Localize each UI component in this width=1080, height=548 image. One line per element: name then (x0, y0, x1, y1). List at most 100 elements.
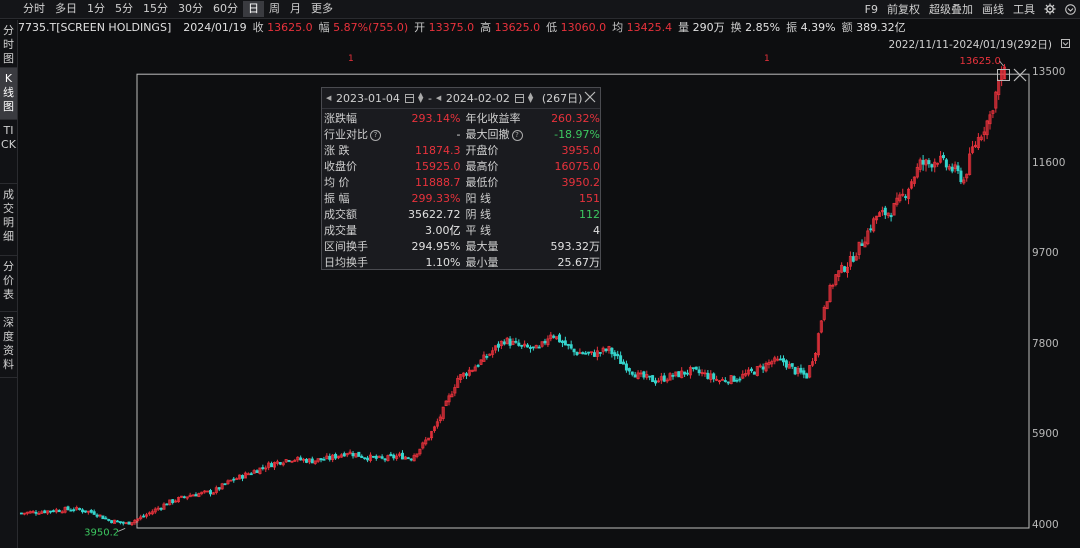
candle-body (368, 454, 372, 461)
candle-body (101, 515, 105, 520)
selection-box[interactable] (136, 73, 1030, 529)
stat-label: 年化收益率 (464, 111, 535, 127)
candle-body (787, 363, 791, 369)
period-tab[interactable]: 分时 (23, 2, 45, 15)
candle-body (953, 164, 957, 170)
stats-row: 成交额 35622.72亿阴 线 112 (322, 207, 600, 237)
candle-body (866, 230, 870, 245)
sidebar-item-trades[interactable]: 成交明细 (0, 184, 17, 256)
candle-body (255, 470, 259, 473)
candle-body (206, 490, 210, 493)
candle-body (485, 355, 489, 358)
max-marker-box[interactable] (997, 69, 1010, 81)
period-tab[interactable]: 多日 (55, 2, 77, 15)
candle-body (622, 361, 626, 365)
stat-value: 16075.0 (535, 159, 601, 175)
avg-value: 13425.4 (626, 21, 673, 34)
stat-label-text: 涨跌幅 (324, 112, 357, 125)
period-tabs: 分时 多日 1分 5分 15分 30分 60分日周月更多 (18, 1, 338, 17)
candle-body (25, 511, 29, 514)
candle-body (947, 166, 951, 170)
period-tab[interactable]: 更多 (311, 2, 333, 15)
candle-body (546, 338, 550, 346)
candle-body (540, 341, 544, 347)
stat-label-text: 日均换手 (324, 256, 368, 269)
spin-icon[interactable]: ▲ ▼ (417, 91, 424, 104)
expand-icon[interactable] (1065, 3, 1076, 15)
stat-label-text: 行业对比 (324, 128, 368, 141)
candle-body (435, 421, 439, 427)
candle-body (604, 348, 608, 352)
range-dropdown-icon[interactable] (1061, 39, 1070, 48)
prev-arrow-icon[interactable]: ◀ (326, 93, 332, 102)
sidebar-item-depth[interactable]: 深度资料 (0, 312, 17, 378)
candle-body (575, 351, 579, 355)
close-icon[interactable] (1013, 68, 1027, 82)
draw-button[interactable]: 画线 (982, 3, 1004, 16)
candle-body (54, 509, 58, 513)
start-date[interactable]: 2023-01-04 (336, 91, 400, 105)
stat-label-text: 收盘价 (324, 160, 357, 173)
candle-body (249, 473, 253, 476)
stat-label: 阳 线 (464, 191, 535, 207)
f9-button[interactable]: F9 (864, 2, 878, 16)
candle-body (523, 343, 527, 347)
sidebar-item-tick[interactable]: TICK (0, 120, 17, 184)
stat-label-text: 年化收益率 (465, 112, 521, 125)
period-tab[interactable]: 日 (243, 1, 264, 17)
stat-value: 593.32万 (535, 239, 601, 255)
help-icon[interactable]: ? (511, 129, 523, 141)
candle-body (302, 458, 306, 461)
candle-body (985, 120, 989, 136)
period-tab[interactable]: 60分 (213, 2, 238, 15)
candle-body (304, 458, 308, 463)
candle-body (697, 369, 701, 374)
stat-value: 260.32% (535, 111, 600, 127)
candle-body (645, 374, 649, 378)
period-tab[interactable]: 1分 (87, 2, 105, 15)
sidebar-item-timeshare[interactable]: 分时图 (0, 20, 17, 68)
period-tab[interactable]: 周 (269, 2, 280, 15)
period-tab[interactable]: 30分 (178, 2, 203, 15)
candle-body (654, 380, 658, 384)
sidebar-item-price-table[interactable]: 分价表 (0, 256, 17, 312)
sidebar-item-kline[interactable]: K线图 (0, 68, 17, 120)
prev-arrow-icon[interactable]: ◀ (435, 93, 442, 102)
period-tab[interactable]: 月 (290, 2, 301, 15)
kline-chart[interactable]: 1 1 13625.0 3950.2 (18, 48, 1030, 548)
end-date[interactable]: 2024-02-02 (445, 91, 510, 105)
overlay-button[interactable]: 超级叠加 (929, 3, 973, 16)
candle-body (694, 366, 698, 370)
candle-body (209, 490, 213, 495)
candle-body (889, 215, 893, 218)
tools-button[interactable]: 工具 (1013, 3, 1035, 16)
adjust-button[interactable]: 前复权 (887, 3, 920, 16)
gear-icon[interactable] (1044, 3, 1056, 15)
candle-body (659, 376, 663, 381)
candle-body (624, 363, 628, 371)
candle-body (89, 510, 93, 513)
candle-body (171, 499, 175, 503)
period-tab[interactable]: 15分 (143, 2, 168, 15)
candle-body (479, 359, 483, 365)
candle-body (880, 210, 884, 213)
stat-label: 成交量 (322, 223, 399, 239)
help-icon[interactable]: ? (370, 129, 381, 141)
close-icon[interactable] (584, 91, 596, 103)
stat-value-text: 3955.0 (561, 144, 601, 157)
candle-body (976, 137, 980, 149)
candle-body (854, 255, 858, 261)
candle-body (197, 493, 201, 497)
stat-value-text: 35622.72亿 (408, 208, 461, 237)
candle-body (400, 452, 404, 460)
candle-body (307, 458, 311, 463)
candle-body (962, 179, 966, 184)
period-tab[interactable]: 5分 (115, 2, 133, 15)
stat-value: - (399, 127, 463, 143)
candle-body (188, 494, 192, 498)
spin-icon[interactable]: ▲ ▼ (527, 91, 534, 104)
candle-body (921, 160, 925, 165)
stat-label: 最大量 (464, 239, 535, 255)
calendar-icon[interactable] (514, 93, 524, 103)
calendar-icon[interactable] (404, 93, 414, 103)
